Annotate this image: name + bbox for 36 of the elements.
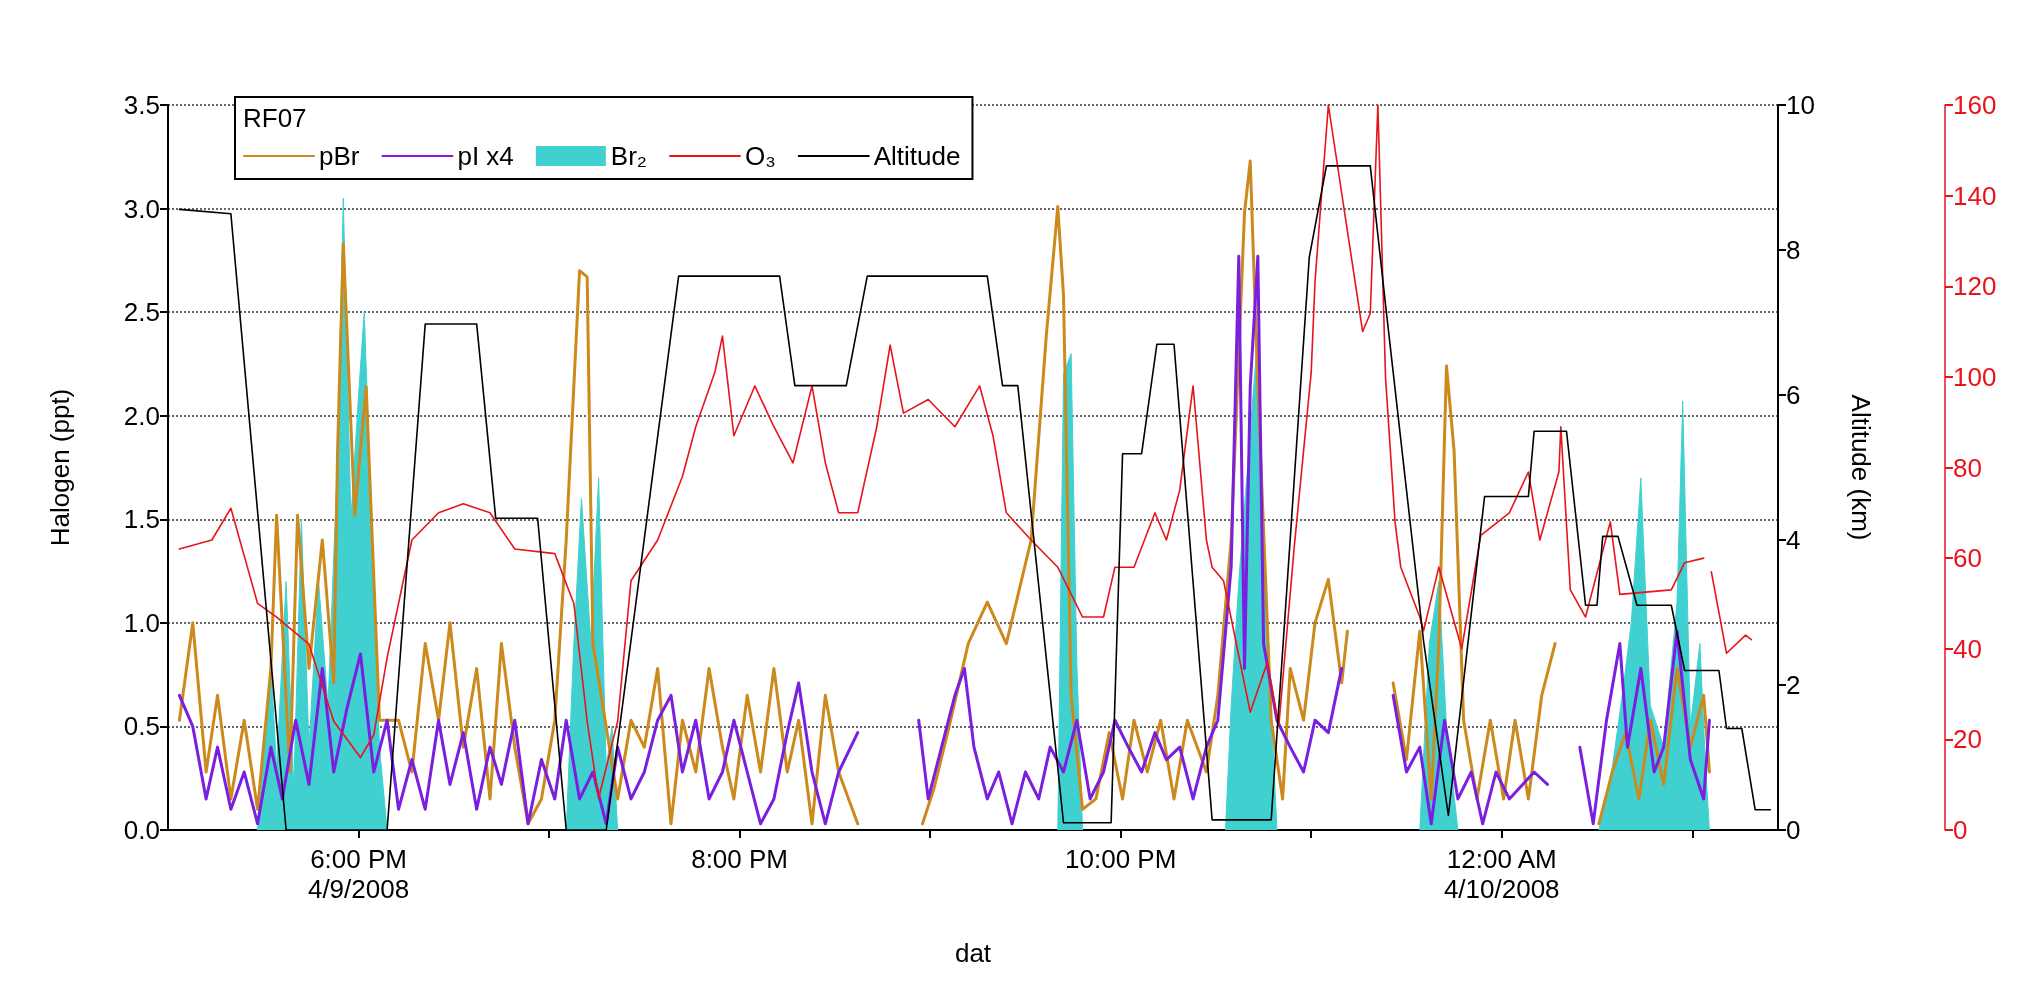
x-tick-label: 10:00 PM xyxy=(1065,844,1177,874)
y-axis-title: Halogen (ppt) xyxy=(45,388,75,547)
y3-tick-label: 100 xyxy=(1953,361,1997,392)
legend-label: pBr xyxy=(319,141,360,171)
y2-tick-label: 0 xyxy=(1786,815,1801,845)
y-tick-label: 3.0 xyxy=(123,193,160,224)
y3-tick-label: 0 xyxy=(1953,815,1968,845)
legend-label: pI x4 xyxy=(457,141,514,171)
y3-tick-label: 40 xyxy=(1953,633,1982,664)
y2-axis-title: Altitude (km) xyxy=(1846,394,1876,541)
legend-label: Br₂ xyxy=(610,141,647,171)
x-tick-label: 12:00 AM 4/10/2008 xyxy=(1443,844,1560,904)
x-tick-label: 6:00 PM 4/9/2008 xyxy=(307,844,410,904)
y3-tick-label: 160 xyxy=(1953,90,1997,120)
legend-label: O₃ xyxy=(744,141,776,171)
y-tick-label: 0.0 xyxy=(123,815,160,845)
x-axis-title: dat xyxy=(954,938,992,968)
legend-title: RF07 xyxy=(243,103,307,133)
y3-tick-label: 80 xyxy=(1953,452,1982,483)
y-tick-label: 2.0 xyxy=(123,400,160,431)
y2-tick-label: 2 xyxy=(1786,670,1801,700)
y-tick-label: 1.5 xyxy=(123,504,160,535)
y-tick-label: 1.0 xyxy=(123,607,160,638)
y-tick-label: 3.5 xyxy=(123,90,160,120)
x-tick-label: 8:00 PM xyxy=(691,844,789,874)
y2-tick-label: 6 xyxy=(1786,380,1801,410)
y2-tick-label: 10 xyxy=(1786,90,1815,120)
y3-tick-label: 140 xyxy=(1953,180,1997,211)
y2-tick-label: 4 xyxy=(1786,525,1801,555)
y3-tick-label: 120 xyxy=(1953,271,1997,302)
y2-tick-label: 8 xyxy=(1786,235,1801,265)
y-tick-label: 0.5 xyxy=(123,711,160,742)
y3-tick-label: 20 xyxy=(1953,724,1982,755)
legend-label: Altitude xyxy=(873,141,961,171)
y3-tick-label: 60 xyxy=(1953,543,1982,574)
y-tick-label: 2.5 xyxy=(123,297,160,328)
